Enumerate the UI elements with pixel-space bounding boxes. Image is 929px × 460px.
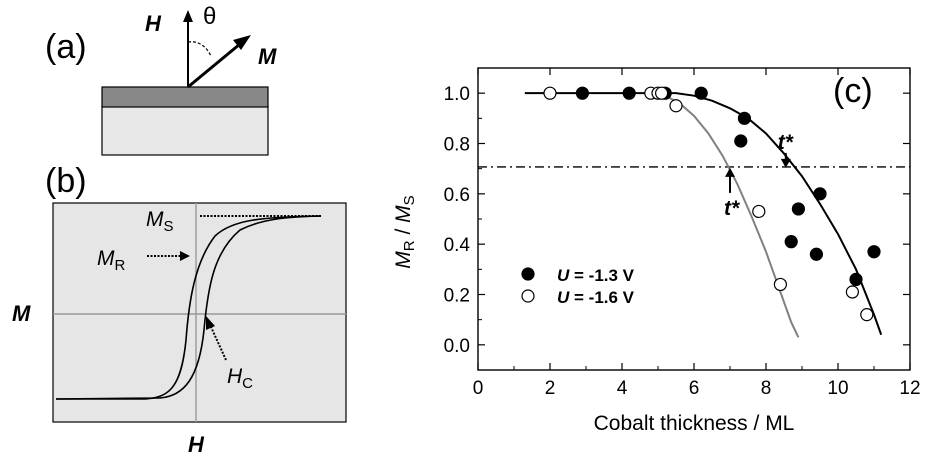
x-tick-label: 8 (761, 378, 772, 399)
data-point-series-1 (849, 272, 863, 286)
data-point-series-2 (752, 204, 766, 219)
field-label: H (145, 11, 162, 36)
legend-entry-2: U = -1.6 V (557, 288, 635, 307)
t-star-arrowhead-2 (725, 167, 735, 177)
y-tick-label: 0.4 (444, 235, 471, 256)
t-star-label-1: t* (778, 131, 794, 154)
data-point-series-2 (773, 277, 788, 292)
panel-c-chart: 0 2 4 6 8 10 12 0.0 0.2 0.4 0.6 0.8 1.0 t* t* (c) Cob… (392, 67, 921, 435)
legend-marker-open (521, 289, 535, 303)
data-point-series-2 (860, 308, 874, 322)
y-tick-label: 0.8 (444, 135, 470, 156)
ms-label: MS (146, 208, 174, 235)
x-axis-title: Cobalt thickness / ML (594, 412, 795, 435)
film-layer (101, 86, 269, 108)
data-point-series-2 (669, 99, 683, 113)
legend-entry-1: U = -1.3 V (557, 266, 635, 285)
y-axis-title: MR / MS (392, 195, 418, 268)
b-x-label: H (188, 432, 205, 457)
angle-arc (187, 41, 212, 57)
data-point-series-1 (809, 247, 824, 261)
mr-label: MR (97, 247, 126, 274)
data-point-series-2 (654, 86, 669, 100)
x-tick-label: 10 (827, 378, 848, 399)
hysteresis-upper-branch (56, 215, 321, 400)
mr-pointer-head (180, 251, 190, 261)
data-point-series-2 (543, 86, 557, 100)
hc-pointer-head (206, 316, 215, 330)
data-point-series-1 (734, 134, 748, 148)
fit-curve-1 (524, 92, 883, 336)
moment-arrowhead (233, 35, 251, 50)
data-point-series-1 (784, 235, 798, 249)
x-tick-label: 2 (545, 378, 556, 399)
plot-frame (477, 67, 911, 371)
data-point-series-1 (813, 187, 827, 201)
y-tick-label: 1.0 (444, 84, 470, 105)
t-star-annotations: t* t* (724, 131, 794, 220)
data-point-series-1 (867, 245, 881, 259)
data-point-series-1 (694, 86, 708, 100)
hc-pointer-line (210, 326, 227, 361)
y-tick-label: 0.0 (444, 336, 470, 357)
x-tick-label: 6 (689, 378, 700, 399)
b-y-label: M (12, 301, 31, 326)
angle-label: θ (203, 3, 216, 30)
t-star-arrowhead-1 (780, 158, 791, 168)
x-tick-label: 0 (473, 378, 484, 399)
moment-arrow (187, 42, 241, 89)
data-points (543, 86, 881, 322)
y-tick-label: 0.2 (444, 286, 470, 307)
panel-b-label: (b) (45, 162, 87, 200)
data-point-series-2 (845, 285, 860, 299)
axis-ticks: 0 2 4 6 8 10 12 0.0 0.2 0.4 0.6 0.8 1.0 (444, 68, 921, 399)
data-point-series-1 (575, 86, 590, 100)
moment-label: M (258, 44, 277, 69)
panel-b: (b) MS MR HC M H (12, 162, 347, 457)
panel-c-label: (c) (833, 72, 873, 110)
substrate-layer (101, 105, 269, 156)
hysteresis-frame (52, 202, 347, 423)
hc-label: HC (227, 365, 253, 392)
panel-a-label: (a) (45, 28, 87, 66)
legend-marker-filled (521, 267, 535, 281)
data-point-series-1 (737, 111, 752, 125)
x-tick-label: 4 (617, 378, 628, 399)
legend: U = -1.3 V U = -1.6 V (521, 266, 635, 307)
t-star-label-2: t* (724, 197, 740, 220)
x-tick-label: 12 (899, 378, 920, 399)
field-arrowhead (183, 10, 193, 22)
hysteresis-lower-branch (55, 215, 321, 400)
data-point-series-1 (622, 86, 636, 100)
panel-a: (a) H θ M (45, 3, 277, 156)
y-tick-label: 0.6 (444, 185, 470, 206)
data-point-series-1 (791, 202, 806, 216)
